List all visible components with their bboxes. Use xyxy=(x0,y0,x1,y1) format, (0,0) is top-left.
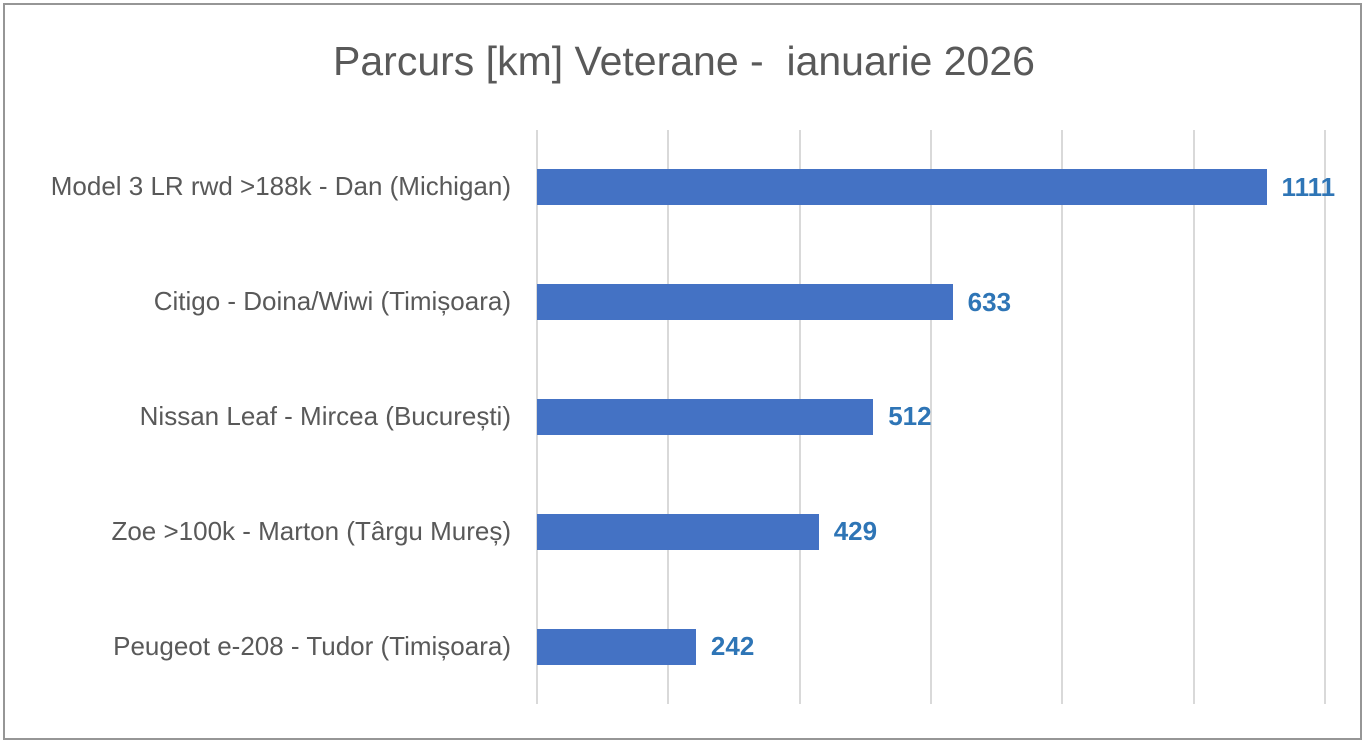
category-label: Citigo - Doina/Wiwi (Timișoara) xyxy=(153,286,511,317)
value-label: 512 xyxy=(888,401,932,432)
bar xyxy=(537,169,1267,206)
bar xyxy=(537,398,874,435)
bar-track: 512 xyxy=(537,360,1325,475)
bar-row: Zoe >100k - Marton (Târgu Mureș) 429 xyxy=(0,474,1368,589)
bar-track: 1111 xyxy=(537,130,1335,245)
chart-frame xyxy=(3,3,1362,740)
gridline xyxy=(1324,130,1326,704)
bar-row: Nissan Leaf - Mircea (București) 512 xyxy=(0,360,1368,475)
category-label: Model 3 LR rwd >188k - Dan (Michigan) xyxy=(50,171,511,202)
value-label: 429 xyxy=(833,516,878,547)
value-label: 1111 xyxy=(1281,171,1336,202)
bar-rows: Model 3 LR rwd >188k - Dan (Michigan) 11… xyxy=(0,130,1368,704)
bar-row: Peugeot e-208 - Tudor (Timișoara) 242 xyxy=(0,589,1368,704)
bar xyxy=(537,513,819,550)
category-label: Nissan Leaf - Mircea (București) xyxy=(139,401,511,432)
bar-track: 242 xyxy=(537,589,1325,704)
category-label: Peugeot e-208 - Tudor (Timișoara) xyxy=(113,630,511,661)
bar-track: 633 xyxy=(537,245,1325,360)
chart-title: Parcurs [km] Veterane - ianuarie 2026 xyxy=(333,38,1035,84)
bar-row: Citigo - Doina/Wiwi (Timișoara) 633 xyxy=(0,245,1368,360)
bar-track: 429 xyxy=(537,474,1325,589)
value-label: 633 xyxy=(967,286,1012,317)
gridline xyxy=(930,130,932,704)
value-label: 242 xyxy=(710,631,755,662)
bar-row: Model 3 LR rwd >188k - Dan (Michigan) 11… xyxy=(0,130,1368,245)
gridline xyxy=(1192,130,1195,704)
bar xyxy=(537,628,696,665)
category-label: Zoe >100k - Marton (Târgu Mureș) xyxy=(111,515,511,546)
bar xyxy=(537,284,953,321)
gridline xyxy=(1061,130,1064,704)
